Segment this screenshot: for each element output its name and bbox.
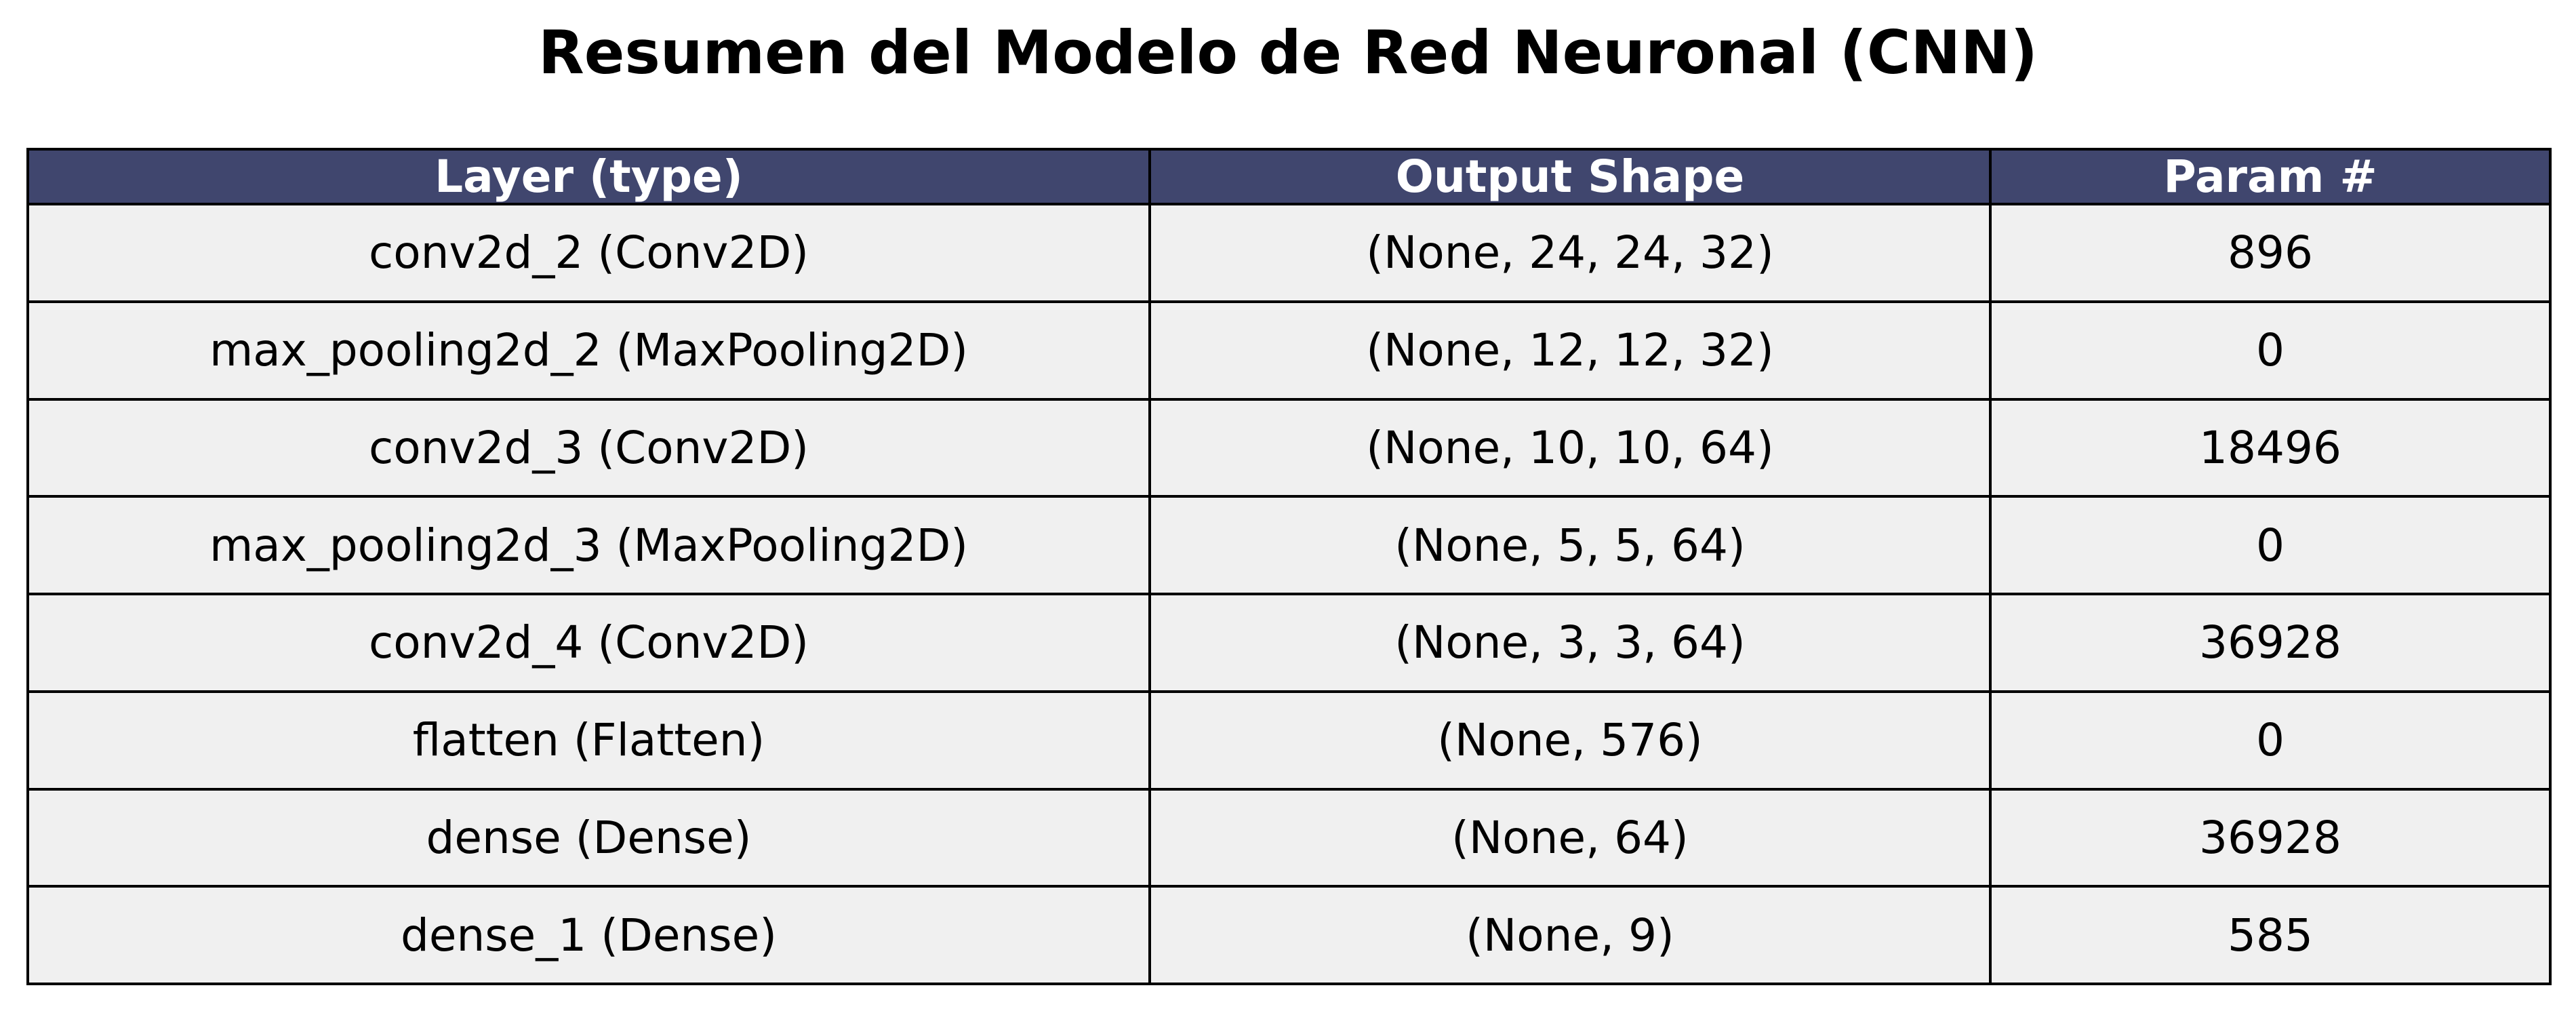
layer-type-cell: conv2d_3 (Conv2D) bbox=[26, 397, 1151, 498]
header-param-count: Param # bbox=[1989, 148, 2552, 205]
param-count-cell: 18496 bbox=[1989, 397, 2552, 498]
table-row: dense (Dense) (None, 64) 36928 bbox=[26, 787, 2552, 888]
param-count-cell: 0 bbox=[1989, 495, 2552, 595]
layer-type-cell: dense_1 (Dense) bbox=[26, 885, 1151, 985]
layer-type-cell: conv2d_4 (Conv2D) bbox=[26, 593, 1151, 693]
output-shape-cell: (None, 3, 3, 64) bbox=[1148, 593, 1992, 693]
param-count-cell: 0 bbox=[1989, 300, 2552, 401]
param-count-cell: 585 bbox=[1989, 885, 2552, 985]
output-shape-cell: (None, 576) bbox=[1148, 690, 1992, 791]
header-layer-type: Layer (type) bbox=[26, 148, 1151, 205]
output-shape-cell: (None, 24, 24, 32) bbox=[1148, 203, 1992, 303]
table-row: conv2d_3 (Conv2D) (None, 10, 10, 64) 184… bbox=[26, 397, 2552, 498]
param-count-cell: 36928 bbox=[1989, 787, 2552, 888]
table-row: dense_1 (Dense) (None, 9) 585 bbox=[26, 885, 2552, 985]
layer-type-cell: conv2d_2 (Conv2D) bbox=[26, 203, 1151, 303]
param-count-cell: 36928 bbox=[1989, 593, 2552, 693]
table-row: conv2d_2 (Conv2D) (None, 24, 24, 32) 896 bbox=[26, 203, 2552, 303]
output-shape-cell: (None, 12, 12, 32) bbox=[1148, 300, 1992, 401]
header-output-shape: Output Shape bbox=[1148, 148, 1992, 205]
output-shape-cell: (None, 64) bbox=[1148, 787, 1992, 888]
layer-type-cell: flatten (Flatten) bbox=[26, 690, 1151, 791]
output-shape-cell: (None, 9) bbox=[1148, 885, 1992, 985]
output-shape-cell: (None, 5, 5, 64) bbox=[1148, 495, 1992, 595]
layer-type-cell: max_pooling2d_3 (MaxPooling2D) bbox=[26, 495, 1151, 595]
table-row: flatten (Flatten) (None, 576) 0 bbox=[26, 690, 2552, 791]
layer-type-cell: max_pooling2d_2 (MaxPooling2D) bbox=[26, 300, 1151, 401]
table-row: conv2d_4 (Conv2D) (None, 3, 3, 64) 36928 bbox=[26, 593, 2552, 693]
param-count-cell: 0 bbox=[1989, 690, 2552, 791]
table-row: max_pooling2d_3 (MaxPooling2D) (None, 5,… bbox=[26, 495, 2552, 595]
table-row: max_pooling2d_2 (MaxPooling2D) (None, 12… bbox=[26, 300, 2552, 401]
model-summary-table: Layer (type) Output Shape Param # conv2d… bbox=[26, 148, 2552, 985]
output-shape-cell: (None, 10, 10, 64) bbox=[1148, 397, 1992, 498]
table-header-row: Layer (type) Output Shape Param # bbox=[26, 148, 2552, 205]
layer-type-cell: dense (Dense) bbox=[26, 787, 1151, 888]
param-count-cell: 896 bbox=[1989, 203, 2552, 303]
page-title: Resumen del Modelo de Red Neuronal (CNN) bbox=[538, 18, 2038, 87]
